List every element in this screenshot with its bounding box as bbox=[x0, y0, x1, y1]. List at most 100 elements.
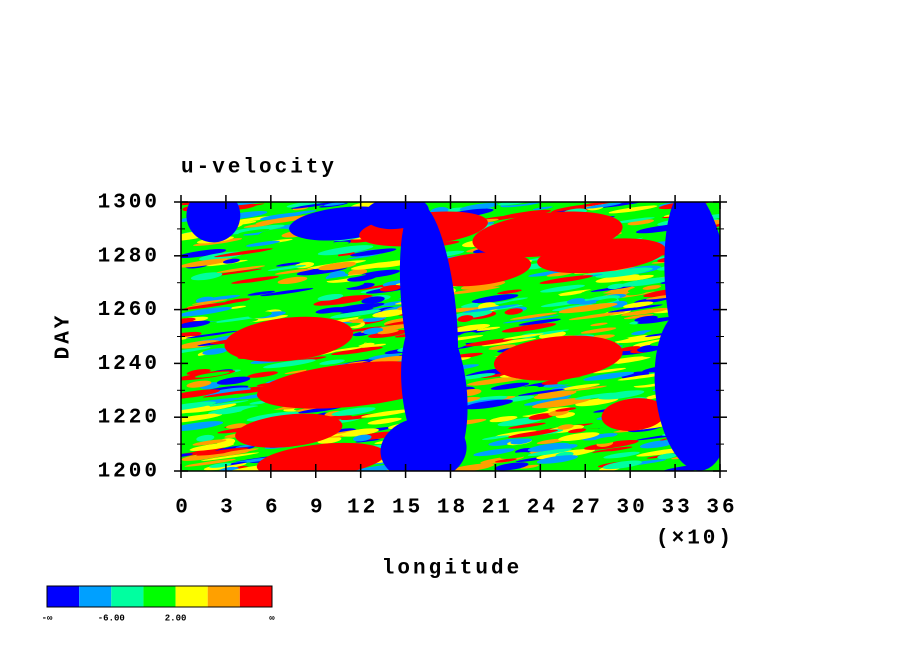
colorbar-label: 2.00 bbox=[165, 613, 187, 623]
field-texture bbox=[350, 261, 399, 270]
field-texture bbox=[197, 400, 249, 408]
field-texture bbox=[224, 298, 251, 304]
field-texture bbox=[476, 326, 501, 331]
field-texture bbox=[274, 268, 314, 275]
field-texture bbox=[595, 267, 653, 278]
x-tick-label: 6 bbox=[265, 497, 281, 520]
x-tick-label: 9 bbox=[310, 497, 326, 520]
colorbar-swatch bbox=[207, 586, 240, 607]
colorbar-swatch bbox=[79, 586, 112, 607]
field-texture bbox=[192, 351, 239, 359]
field-texture bbox=[557, 424, 574, 430]
field-texture bbox=[578, 299, 602, 305]
field-texture bbox=[225, 423, 247, 429]
colorbar-label: ∞ bbox=[269, 613, 275, 623]
field-texture bbox=[353, 434, 372, 442]
field-texture bbox=[231, 276, 279, 284]
field-texture bbox=[592, 367, 627, 374]
field-texture bbox=[494, 458, 517, 463]
field-texture bbox=[241, 404, 286, 413]
x-axis-label: longitude bbox=[382, 558, 522, 581]
field-texture bbox=[561, 383, 600, 390]
field-texture bbox=[497, 289, 522, 295]
colorbar-label: -∞ bbox=[42, 613, 53, 623]
field-texture bbox=[634, 315, 658, 322]
colorbar-swatch bbox=[239, 586, 272, 607]
field-texture bbox=[181, 249, 227, 258]
field-texture bbox=[186, 330, 238, 339]
field-texture bbox=[558, 289, 593, 295]
y-tick-label: 1240 bbox=[98, 353, 160, 376]
field-feature bbox=[537, 238, 666, 274]
field-texture bbox=[190, 272, 223, 281]
field-texture bbox=[464, 399, 513, 410]
field-texture bbox=[181, 452, 225, 461]
field-texture bbox=[372, 309, 408, 318]
field-texture bbox=[622, 274, 654, 282]
field-texture bbox=[216, 265, 266, 273]
field-texture bbox=[200, 452, 260, 461]
field-feature bbox=[224, 316, 354, 362]
field-texture bbox=[473, 377, 529, 386]
x-scale-label: (×10) bbox=[656, 528, 734, 551]
chart-title: u-velocity bbox=[181, 157, 337, 180]
field-texture bbox=[603, 451, 640, 459]
field-texture bbox=[593, 436, 621, 444]
field-texture bbox=[346, 282, 375, 290]
field-texture bbox=[490, 382, 530, 390]
field-texture bbox=[255, 371, 277, 376]
field-texture bbox=[315, 274, 367, 282]
y-tick-label: 1200 bbox=[98, 461, 160, 484]
field-texture bbox=[610, 300, 628, 308]
field-texture bbox=[317, 293, 344, 301]
field-texture bbox=[568, 311, 626, 321]
field-texture bbox=[361, 296, 385, 304]
field-texture bbox=[527, 442, 570, 452]
field-texture bbox=[258, 298, 296, 305]
field-texture bbox=[368, 329, 408, 338]
y-tick-label: 1260 bbox=[98, 299, 160, 322]
field-texture bbox=[260, 288, 314, 297]
field-feature bbox=[493, 335, 623, 381]
field-texture bbox=[539, 275, 594, 284]
field-texture bbox=[608, 205, 658, 214]
field-texture bbox=[459, 202, 498, 211]
field-feature bbox=[601, 398, 666, 431]
field-texture bbox=[628, 319, 677, 329]
y-tick-label: 1280 bbox=[98, 245, 160, 268]
field-texture bbox=[248, 311, 272, 319]
field-texture bbox=[350, 248, 397, 257]
field-texture bbox=[181, 307, 233, 317]
field-texture bbox=[623, 314, 654, 320]
field-texture bbox=[536, 455, 579, 464]
field-feature bbox=[654, 309, 720, 471]
field-texture bbox=[277, 276, 308, 285]
field-texture bbox=[451, 324, 491, 332]
field-texture bbox=[186, 380, 212, 388]
field-texture bbox=[518, 318, 561, 326]
field-texture bbox=[508, 422, 546, 429]
field-texture bbox=[181, 413, 223, 424]
field-texture bbox=[481, 337, 537, 347]
field-texture bbox=[279, 258, 300, 264]
field-texture bbox=[584, 202, 622, 209]
field-texture bbox=[259, 228, 290, 237]
field-texture bbox=[214, 407, 245, 415]
field-texture bbox=[249, 400, 268, 405]
field-texture bbox=[270, 292, 303, 299]
colorbar-swatch bbox=[143, 586, 176, 607]
field-texture bbox=[331, 407, 376, 416]
field-texture bbox=[500, 452, 531, 459]
x-tick-label: 0 bbox=[175, 497, 191, 520]
field-texture bbox=[311, 254, 361, 263]
field-texture bbox=[379, 284, 402, 292]
x-tick-label: 30 bbox=[617, 497, 648, 520]
field-texture bbox=[457, 315, 474, 323]
field-texture bbox=[533, 390, 577, 400]
field-texture bbox=[546, 271, 574, 277]
field-texture bbox=[450, 463, 495, 471]
field-texture bbox=[361, 409, 413, 418]
field-texture bbox=[193, 238, 243, 246]
field-texture bbox=[330, 309, 381, 319]
